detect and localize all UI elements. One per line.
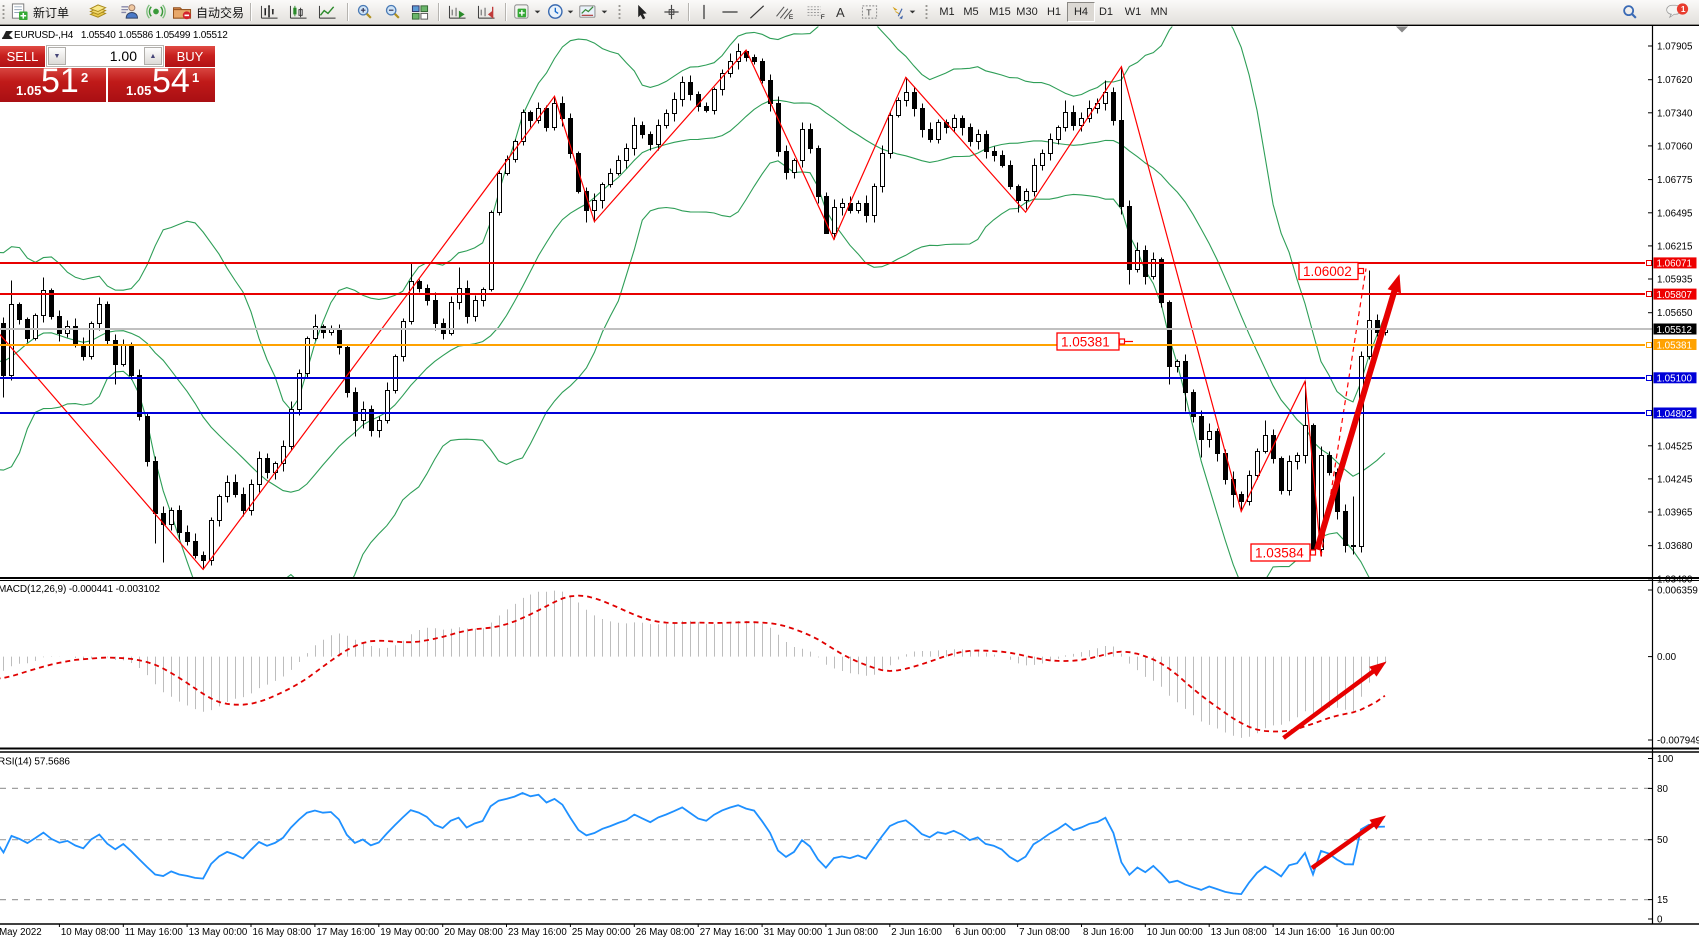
svg-text:F: F [821, 14, 825, 21]
svg-text:1.05100: 1.05100 [1657, 374, 1693, 385]
svg-text:0.00: 0.00 [1657, 652, 1677, 663]
svg-text:100: 100 [1657, 754, 1674, 765]
svg-text:1.05807: 1.05807 [1657, 290, 1692, 301]
svg-text:10 May 08:00: 10 May 08:00 [61, 927, 120, 938]
svg-text:15: 15 [1657, 895, 1668, 906]
svg-text:1.06071: 1.06071 [1657, 259, 1692, 270]
svg-text:1.03584: 1.03584 [1255, 546, 1304, 561]
svg-text:13 May 00:00: 13 May 00:00 [189, 927, 248, 938]
svg-text:8 Jun 16:00: 8 Jun 16:00 [1083, 927, 1134, 938]
svg-text:-0.007949: -0.007949 [1657, 736, 1699, 747]
svg-text:RSI(14) 57.5686: RSI(14) 57.5686 [0, 757, 70, 768]
svg-text:1 Jun 08:00: 1 Jun 08:00 [827, 927, 878, 938]
svg-text:0.006359: 0.006359 [1657, 586, 1698, 597]
svg-text:1.05381: 1.05381 [1657, 340, 1692, 351]
svg-text:25 May 00:00: 25 May 00:00 [572, 927, 631, 938]
svg-text:1.06215: 1.06215 [1657, 241, 1693, 252]
svg-text:1.05935: 1.05935 [1657, 275, 1693, 286]
svg-text:1.07060: 1.07060 [1657, 141, 1693, 152]
svg-text:23 May 16:00: 23 May 16:00 [508, 927, 567, 938]
svg-text:20 May 08:00: 20 May 08:00 [444, 927, 503, 938]
svg-text:2 Jun 16:00: 2 Jun 16:00 [891, 927, 942, 938]
svg-text:10 Jun 00:00: 10 Jun 00:00 [1147, 927, 1204, 938]
svg-text:1.07905: 1.07905 [1657, 42, 1693, 53]
svg-text:1: 1 [1681, 5, 1686, 14]
svg-text:1.04525: 1.04525 [1657, 441, 1693, 452]
svg-text:7 Jun 08:00: 7 Jun 08:00 [1019, 927, 1070, 938]
svg-text:1.06775: 1.06775 [1657, 175, 1693, 186]
svg-text:1.04245: 1.04245 [1657, 474, 1693, 485]
svg-text:80: 80 [1657, 784, 1668, 795]
svg-text:1.03680: 1.03680 [1657, 541, 1693, 552]
svg-text:1.03965: 1.03965 [1657, 508, 1693, 519]
svg-text:9 May 2022: 9 May 2022 [0, 927, 42, 938]
svg-text:14 Jun 16:00: 14 Jun 16:00 [1275, 927, 1332, 938]
svg-text:16 Jun 00:00: 16 Jun 00:00 [1339, 927, 1396, 938]
svg-text:1.05650: 1.05650 [1657, 308, 1693, 319]
svg-text:13 Jun 08:00: 13 Jun 08:00 [1211, 927, 1268, 938]
svg-text:16 May 08:00: 16 May 08:00 [253, 927, 312, 938]
svg-text:1.07620: 1.07620 [1657, 75, 1693, 86]
svg-text:26 May 08:00: 26 May 08:00 [636, 927, 695, 938]
svg-text:1.05381: 1.05381 [1061, 335, 1110, 350]
svg-text:31 May 00:00: 31 May 00:00 [764, 927, 823, 938]
svg-text:1.05512: 1.05512 [1657, 325, 1692, 336]
svg-text:MACD(12,26,9) -0.000441 -0.003: MACD(12,26,9) -0.000441 -0.003102 [0, 584, 160, 595]
svg-text:11 May 16:00: 11 May 16:00 [125, 927, 184, 938]
svg-text:17 May 16:00: 17 May 16:00 [316, 927, 375, 938]
svg-text:1.06495: 1.06495 [1657, 208, 1693, 219]
svg-text:1.07340: 1.07340 [1657, 108, 1693, 119]
svg-text:T: T [866, 7, 871, 17]
svg-text:1.06002: 1.06002 [1303, 264, 1352, 279]
svg-text:6 Jun 00:00: 6 Jun 00:00 [955, 927, 1006, 938]
svg-text:0: 0 [1657, 915, 1663, 926]
svg-text:E: E [789, 14, 794, 21]
svg-text:19 May 00:00: 19 May 00:00 [380, 927, 439, 938]
svg-text:1.04802: 1.04802 [1657, 409, 1692, 420]
svg-text:27 May 16:00: 27 May 16:00 [700, 927, 759, 938]
svg-text:1.03400: 1.03400 [1657, 574, 1693, 585]
svg-text:50: 50 [1657, 835, 1668, 846]
